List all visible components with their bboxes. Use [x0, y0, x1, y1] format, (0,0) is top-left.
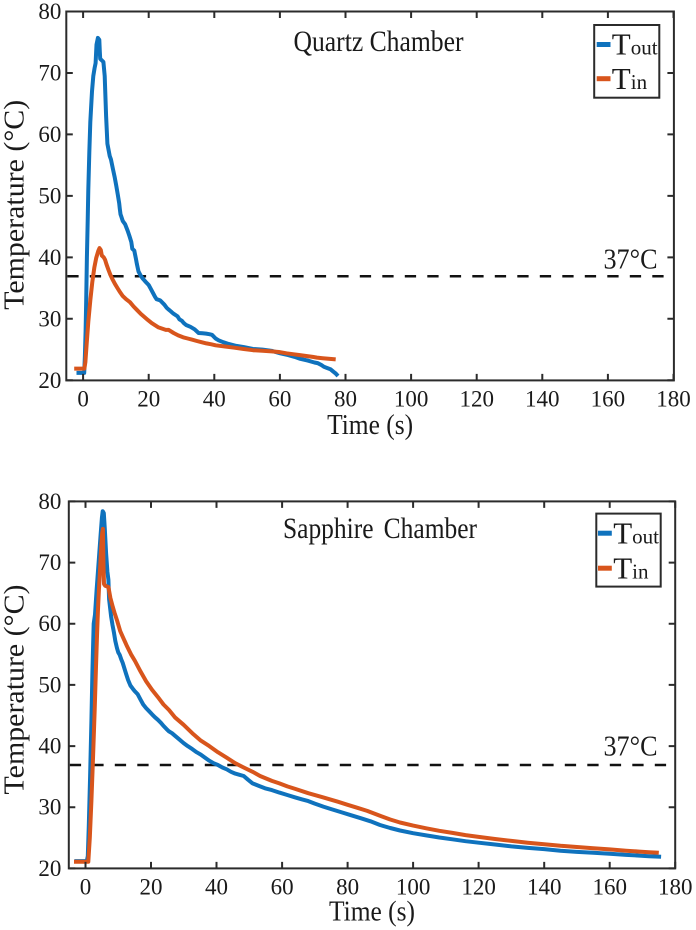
svg-text:0: 0 — [77, 386, 89, 411]
svg-text:80: 80 — [38, 489, 61, 514]
svg-text:70: 70 — [38, 550, 61, 575]
svg-text:Time (s): Time (s) — [327, 409, 413, 441]
svg-text:20: 20 — [140, 875, 163, 900]
svg-text:60: 60 — [38, 611, 61, 636]
svg-text:40: 40 — [205, 875, 228, 900]
svg-text:20: 20 — [137, 386, 160, 411]
svg-text:40: 40 — [38, 245, 61, 270]
svg-text:0: 0 — [80, 875, 92, 900]
svg-text:60: 60 — [268, 386, 291, 411]
svg-text:100: 100 — [396, 875, 431, 900]
svg-text:Temperature (°C): Temperature (°C) — [0, 100, 31, 310]
svg-text:80: 80 — [38, 0, 61, 24]
svg-text:50: 50 — [38, 183, 61, 208]
svg-text:100: 100 — [394, 386, 429, 411]
svg-text:30: 30 — [38, 795, 61, 820]
svg-text:20: 20 — [38, 856, 61, 881]
svg-text:140: 140 — [525, 386, 560, 411]
svg-text:30: 30 — [38, 306, 61, 331]
svg-text:Temperature (°C): Temperature (°C) — [0, 585, 31, 795]
svg-text:Time (s): Time (s) — [329, 896, 415, 928]
svg-text:160: 160 — [592, 875, 627, 900]
svg-text:40: 40 — [38, 734, 61, 759]
svg-text:140: 140 — [527, 875, 562, 900]
svg-text:70: 70 — [38, 61, 61, 86]
svg-text:40: 40 — [203, 386, 226, 411]
svg-text:180: 180 — [656, 386, 691, 411]
svg-text:180: 180 — [658, 875, 693, 900]
svg-text:160: 160 — [591, 386, 626, 411]
svg-text:80: 80 — [334, 386, 357, 411]
svg-text:60: 60 — [271, 875, 294, 900]
svg-text:Sapphire Chamber: Sapphire Chamber — [283, 512, 477, 545]
svg-text:20: 20 — [38, 368, 61, 393]
svg-text:37°C: 37°C — [604, 244, 658, 276]
svg-text:50: 50 — [38, 672, 61, 697]
svg-text:80: 80 — [336, 875, 359, 900]
svg-text:37°C: 37°C — [604, 731, 658, 763]
svg-text:60: 60 — [38, 122, 61, 147]
svg-text:120: 120 — [459, 386, 494, 411]
svg-text:Quartz Chamber: Quartz Chamber — [294, 25, 464, 58]
svg-text:120: 120 — [461, 875, 496, 900]
